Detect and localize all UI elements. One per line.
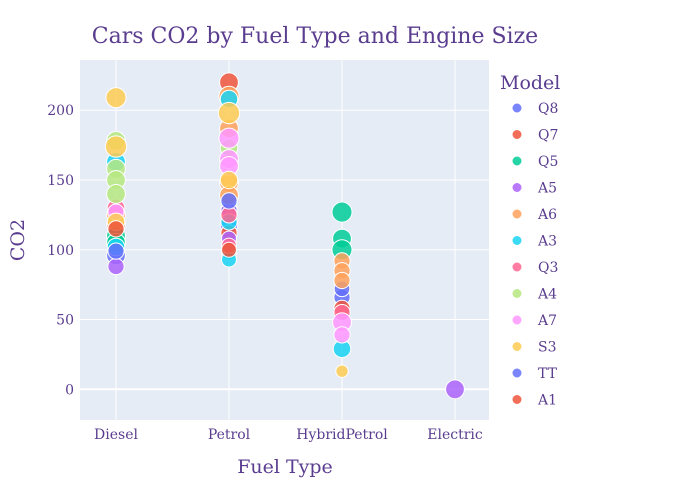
legend-marker (511, 129, 523, 140)
legend-label: A3 (537, 234, 557, 250)
y-tick-label: 100 (47, 243, 74, 259)
legend-item[interactable]: A4 (511, 287, 557, 303)
legend-label: Q3 (538, 260, 558, 276)
scatter-point (217, 101, 241, 125)
y-tick-labels: 0 50 100 150 200 (47, 103, 74, 398)
scatter-point (333, 271, 351, 290)
scatter-point (106, 184, 126, 204)
scatter-point (335, 364, 349, 378)
legend[interactable]: Model Q8 Q7 Q5 A5 A6 A3 Q3 A4 A7 S3 TT A1 (500, 72, 560, 409)
legend-marker (511, 288, 523, 299)
legend-label: Q5 (538, 154, 558, 170)
legend-marker (511, 394, 523, 405)
scatter-point (107, 242, 125, 260)
y-tick-label: 50 (56, 313, 74, 329)
scatter-point (104, 135, 128, 158)
legend-items[interactable]: Q8 Q7 Q5 A5 A6 A3 Q3 A4 A7 S3 TT A1 (511, 101, 558, 409)
legend-marker (511, 208, 523, 220)
legend-item[interactable]: Q5 (511, 154, 558, 170)
legend-item[interactable]: S3 (511, 340, 557, 356)
x-tick-label: Electric (427, 427, 483, 443)
scatter-point (333, 326, 351, 344)
legend-marker (511, 182, 523, 193)
x-tick-label: Petrol (208, 427, 251, 443)
chart-title: Cars CO2 by Fuel Type and Engine Size (92, 24, 538, 49)
legend-marker (511, 341, 523, 352)
scatter-point (107, 220, 125, 238)
legend-marker (511, 314, 523, 326)
y-tick-label: 150 (47, 173, 74, 189)
legend-label: A5 (537, 181, 557, 197)
y-tick-label: 0 (65, 382, 74, 398)
legend-label: A1 (537, 393, 557, 409)
scatter-point (445, 379, 465, 400)
legend-item[interactable]: Q7 (511, 128, 558, 144)
legend-label: A6 (537, 207, 557, 223)
legend-label: TT (538, 366, 558, 382)
x-tick-label: HybridPetrol (296, 427, 388, 443)
legend-label: S3 (538, 340, 557, 356)
legend-marker (511, 261, 523, 273)
scatter-point (331, 201, 353, 223)
legend-item[interactable]: A7 (511, 313, 557, 329)
legend-label: A7 (537, 313, 557, 329)
plot-area (80, 60, 489, 420)
legend-marker (511, 235, 523, 246)
legend-item[interactable]: Q8 (511, 101, 558, 117)
scatter-point (221, 241, 237, 258)
legend-label: Q7 (538, 128, 558, 144)
data-points (104, 72, 465, 400)
legend-marker (511, 102, 523, 114)
scatter-point (218, 127, 240, 149)
scatter-point (219, 170, 239, 190)
scatter-point (107, 257, 125, 276)
legend-marker (511, 155, 523, 167)
legend-item[interactable]: TT (511, 366, 558, 382)
legend-item[interactable]: A1 (511, 393, 557, 409)
legend-item[interactable]: A3 (511, 234, 557, 250)
legend-title: Model (500, 72, 560, 94)
scatter-point (220, 192, 238, 210)
x-tick-labels: Diesel Petrol HybridPetrol Electric (94, 427, 483, 443)
legend-item[interactable]: A5 (511, 181, 557, 197)
legend-marker (511, 367, 523, 379)
x-axis-title: Fuel Type (237, 456, 333, 478)
y-tick-label: 200 (47, 103, 74, 119)
legend-label: A4 (537, 287, 557, 303)
legend-item[interactable]: A6 (511, 207, 557, 223)
y-axis-title: CO2 (7, 219, 29, 261)
legend-label: Q8 (538, 101, 558, 117)
x-tick-label: Diesel (94, 427, 138, 443)
legend-item[interactable]: Q3 (511, 260, 558, 276)
scatter-point (105, 87, 127, 109)
